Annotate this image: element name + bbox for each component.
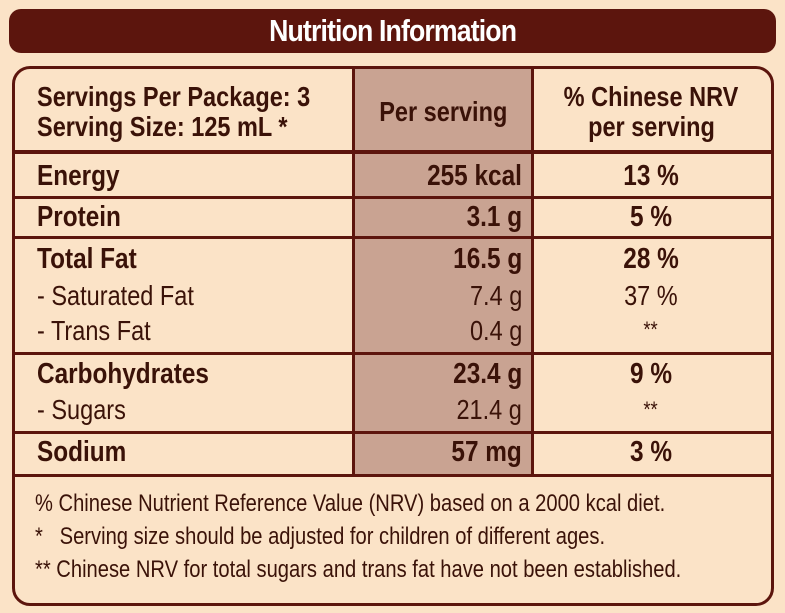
per-serving-value: 21.4 g [456,394,522,425]
nrv-value: 37 % [624,280,678,311]
footnote-not-established: ** Chinese NRV for total sugars and tran… [35,556,682,583]
nrv-value: 5 % [629,201,672,233]
column-divider [352,69,355,475]
nrv-value: 3 % [629,436,672,468]
nrv-value: 28 % [623,243,679,275]
title-bar: Nutrition Information [9,9,776,53]
per-serving-column-shade [355,69,531,475]
footnote-nrv: % Chinese Nutrient Reference Value (NRV)… [35,490,666,517]
nutrition-table: Servings Per Package: 3 Serving Size: 12… [12,66,774,606]
per-serving-value: 57 mg [451,436,522,468]
serving-size: Serving Size: 125 mL * [37,111,288,142]
table-bottom-divider [15,474,771,477]
nutrient-label: Protein [37,201,121,233]
nutrient-label: Carbohydrates [37,358,209,390]
nrv-header-line1: % Chinese NRV [563,81,739,112]
per-serving-value: 23.4 g [452,358,522,390]
nutrient-label: Energy [37,160,120,192]
nutrient-sub-label: - Trans Fat [37,315,151,346]
page-title: Nutrition Information [268,13,517,48]
row-divider [15,352,771,355]
per-serving-value: 7.4 g [469,280,522,311]
per-serving-value: 16.5 g [452,243,522,275]
row-divider [15,236,771,239]
nrv-header-line2: per serving [587,111,715,142]
column-divider [531,69,534,475]
header-divider [15,150,771,154]
nutrient-label: Sodium [37,436,127,468]
nrv-value: 13 % [623,160,679,192]
nutrient-sub-label: - Sugars [37,394,126,425]
per-serving-value: 255 kcal [427,160,522,192]
nrv-value: ** [643,397,659,422]
footnotes: % Chinese Nutrient Reference Value (NRV)… [35,487,771,586]
per-serving-value: 0.4 g [469,315,522,346]
row-divider [15,196,771,199]
nrv-value: ** [643,317,659,342]
per-serving-value: 3.1 g [466,201,522,233]
nrv-value: 9 % [629,358,672,390]
row-divider [15,431,771,434]
nutrient-label: Total Fat [37,243,137,275]
nutrient-sub-label: - Saturated Fat [37,280,194,311]
per-serving-header: Per serving [378,96,508,127]
servings-per-package: Servings Per Package: 3 [37,81,311,112]
footnote-serving-size: * Serving size should be adjusted for ch… [35,523,606,550]
